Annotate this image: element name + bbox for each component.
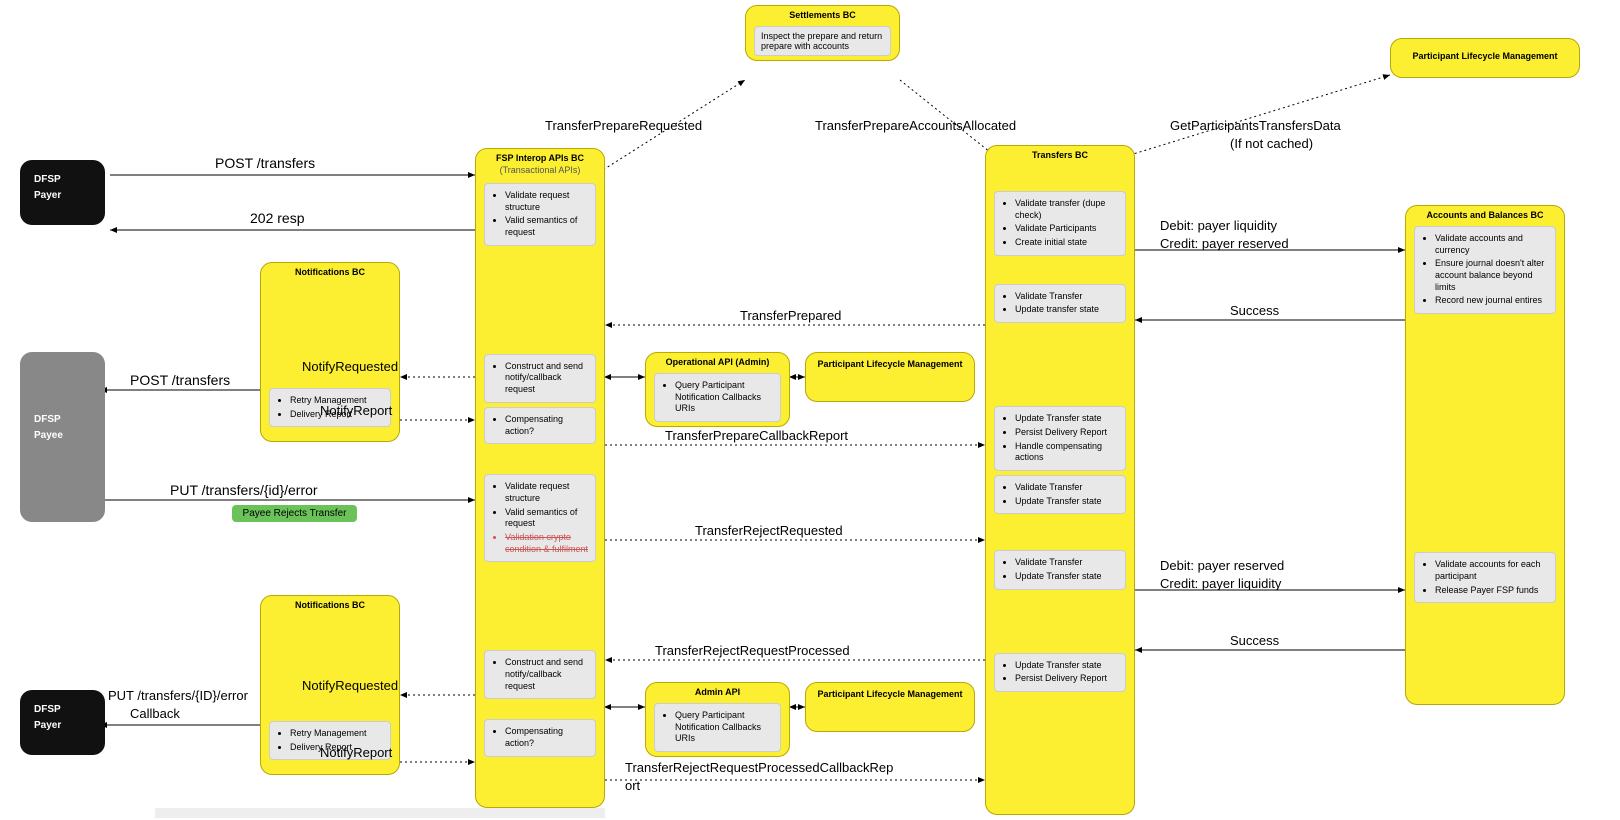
accounts-title: Accounts and Balances BC [1406, 206, 1564, 222]
fsp-subtitle: (Transactional APIs) [476, 165, 604, 179]
node-admin-api: Admin API Query Participant Notification… [645, 682, 790, 757]
label-trrpcr2: ort [625, 778, 640, 793]
plm-bot-title: Participant Lifecycle Management [806, 683, 974, 701]
fsp-block5: Construct and send notify/callback reque… [484, 650, 596, 699]
node-plm-bot: Participant Lifecycle Management [805, 682, 975, 732]
label-notify-req2: NotifyRequested [302, 678, 398, 693]
dfsp-payee-line1: DFSP [34, 414, 61, 425]
label-tpaa: TransferPrepareAccountsAllocated [815, 118, 1016, 133]
transfers-block6: Update Transfer state Persist Delivery R… [994, 653, 1126, 692]
label-trrpcr: TransferRejectRequestProcessedCallbackRe… [625, 760, 893, 775]
accounts-block2: Validate accounts for each participant R… [1414, 552, 1556, 603]
label-tprep: TransferPrepared [740, 308, 841, 323]
label-tpr: TransferPrepareRequested [545, 118, 702, 133]
label-post-transfers2: POST /transfers [130, 372, 230, 388]
notif1-title: Notifications BC [261, 263, 399, 279]
notif2-title: Notifications BC [261, 596, 399, 612]
transfers-block2: Validate Transfer Update transfer state [994, 284, 1126, 323]
op-api-inner: Query Participant Notification Callbacks… [654, 373, 781, 422]
label-put-error1: PUT /transfers/{id}/error [170, 482, 318, 498]
plm-mid-title: Participant Lifecycle Management [806, 353, 974, 371]
label-notify-rep1: NotifyReport [320, 403, 392, 418]
label-put-error2: PUT /transfers/{ID}/error [108, 688, 248, 703]
node-fsp: FSP Interop APIs BC (Transactional APIs)… [475, 148, 605, 808]
label-debit2: Debit: payer reserved [1160, 558, 1284, 573]
transfers-block5: Validate Transfer Update Transfer state [994, 550, 1126, 589]
accounts-block1: Validate accounts and currency Ensure jo… [1414, 226, 1556, 314]
node-transfers: Transfers BC Validate transfer (dupe che… [985, 145, 1135, 815]
label-callback: Callback [130, 706, 180, 721]
dfsp-payer1-line1: DFSP [34, 174, 61, 185]
green-text: Payee Rejects Transfer [243, 508, 347, 519]
dfsp-payer2-line2: Payer [34, 720, 61, 731]
node-dfsp-payee: DFSP Payee [20, 352, 105, 522]
label-notify-rep2: NotifyReport [320, 745, 392, 760]
transfers-block4: Validate Transfer Update Transfer state [994, 475, 1126, 514]
node-plm-top: Participant Lifecycle Management [1390, 38, 1580, 78]
admin-api-title: Admin API [646, 683, 789, 699]
label-notify-req1: NotifyRequested [302, 359, 398, 374]
label-debit1: Debit: payer liquidity [1160, 218, 1277, 233]
admin-api-inner: Query Participant Notification Callbacks… [654, 703, 781, 752]
label-gptd2: (If not cached) [1230, 136, 1313, 151]
label-post-transfers1: POST /transfers [215, 155, 315, 171]
transfers-title: Transfers BC [986, 146, 1134, 162]
fsp-title: FSP Interop APIs BC [476, 149, 604, 165]
node-green-reject: Payee Rejects Transfer [232, 505, 357, 522]
dfsp-payee-line2: Payee [34, 430, 63, 441]
label-trrp: TransferRejectRequestProcessed [655, 643, 850, 658]
settlements-inner: Inspect the prepare and return prepare w… [754, 26, 891, 56]
label-credit1: Credit: payer reserved [1160, 236, 1289, 251]
node-dfsp-payer1: DFSP Payer [20, 160, 105, 225]
label-success2: Success [1230, 633, 1279, 648]
fsp-block3: Compensating action? [484, 407, 596, 444]
label-gptd: GetParticipantsTransfersData [1170, 118, 1341, 133]
fsp-block2: Construct and send notify/callback reque… [484, 354, 596, 403]
transfers-block1: Validate transfer (dupe check) Validate … [994, 191, 1126, 256]
settlements-title: Settlements BC [746, 6, 899, 22]
node-plm-mid: Participant Lifecycle Management [805, 352, 975, 402]
op-api-title: Operational API (Admin) [646, 353, 789, 369]
transfers-block3: Update Transfer state Persist Delivery R… [994, 406, 1126, 471]
node-op-api: Operational API (Admin) Query Participan… [645, 352, 790, 427]
dfsp-payer1-line2: Payer [34, 190, 61, 201]
label-202: 202 resp [250, 210, 304, 226]
label-trr: TransferRejectRequested [695, 523, 843, 538]
node-accounts: Accounts and Balances BC Validate accoun… [1405, 205, 1565, 705]
label-success1: Success [1230, 303, 1279, 318]
label-credit2: Credit: payer liquidity [1160, 576, 1281, 591]
dfsp-payer2-line1: DFSP [34, 704, 61, 715]
fsp-block1: Validate request structure Valid semanti… [484, 183, 596, 246]
node-dfsp-payer2: DFSP Payer [20, 690, 105, 755]
label-tpcr: TransferPrepareCallbackReport [665, 428, 848, 443]
node-settlements: Settlements BC Inspect the prepare and r… [745, 5, 900, 61]
fsp-block6: Compensating action? [484, 719, 596, 756]
fsp-block4: Validate request structure Valid semanti… [484, 474, 596, 562]
plm-top-title: Participant Lifecycle Management [1391, 39, 1579, 63]
